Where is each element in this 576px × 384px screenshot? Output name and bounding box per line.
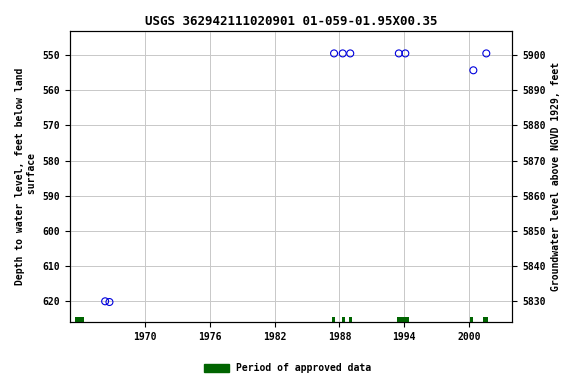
- Bar: [349, 317, 353, 322]
- Point: [329, 50, 339, 56]
- Point: [469, 67, 478, 73]
- Bar: [332, 317, 335, 322]
- Point: [401, 50, 410, 56]
- Point: [482, 50, 491, 56]
- Title: USGS 362942111020901 01-059-01.95X00.35: USGS 362942111020901 01-059-01.95X00.35: [145, 15, 437, 28]
- Point: [105, 299, 114, 305]
- Point: [338, 50, 347, 56]
- Point: [101, 298, 110, 305]
- Bar: [397, 317, 408, 322]
- Y-axis label: Groundwater level above NGVD 1929, feet: Groundwater level above NGVD 1929, feet: [551, 62, 561, 291]
- Bar: [75, 317, 84, 322]
- Bar: [470, 317, 473, 322]
- Point: [346, 50, 355, 56]
- Point: [394, 50, 403, 56]
- Y-axis label: Depth to water level, feet below land
 surface: Depth to water level, feet below land su…: [15, 68, 37, 285]
- Bar: [483, 317, 488, 322]
- Bar: [342, 317, 345, 322]
- Legend: Period of approved data: Period of approved data: [200, 359, 376, 377]
